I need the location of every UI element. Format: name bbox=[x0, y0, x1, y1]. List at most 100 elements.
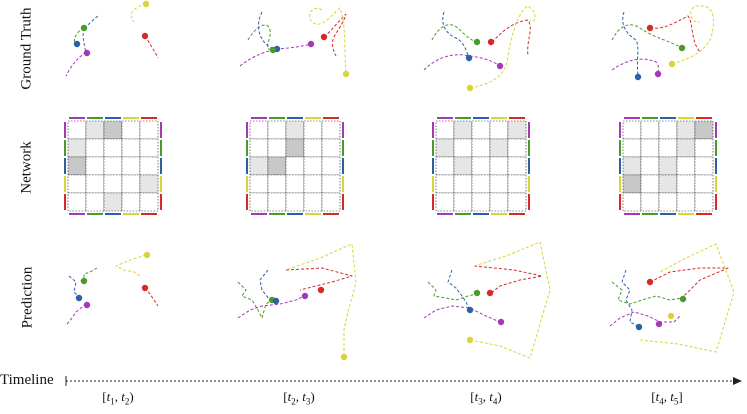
interval-label-3: [t3, t4) bbox=[470, 389, 502, 407]
matrix-cell bbox=[267, 120, 287, 140]
green-trajectory bbox=[611, 24, 683, 49]
matrix-cell bbox=[507, 174, 527, 194]
green-trajectory bbox=[611, 281, 683, 305]
red-trajectory bbox=[649, 267, 729, 297]
purple-trajectory bbox=[609, 311, 681, 327]
matrix-cell bbox=[85, 174, 105, 194]
matrix-cell bbox=[507, 156, 527, 176]
matrix-cell bbox=[103, 120, 123, 140]
matrix-cell bbox=[640, 156, 660, 176]
network-matrix-1 bbox=[64, 117, 162, 215]
matrix-cell bbox=[489, 156, 509, 176]
blue-agent bbox=[272, 297, 280, 305]
purple-agent bbox=[655, 320, 663, 328]
green-trajectory bbox=[237, 281, 273, 319]
red-trajectory bbox=[649, 15, 701, 53]
matrix-cell bbox=[507, 138, 527, 158]
purple-agent bbox=[307, 40, 315, 48]
matrix-cell bbox=[303, 138, 323, 158]
green-agent bbox=[269, 46, 277, 54]
ground-truth-panel-4 bbox=[611, 5, 714, 81]
green-agent bbox=[473, 38, 481, 46]
green-agent bbox=[80, 277, 88, 285]
prediction-panel-4 bbox=[609, 243, 735, 353]
matrix-cell bbox=[121, 120, 141, 140]
network-matrix-2 bbox=[246, 117, 344, 215]
matrix-cell bbox=[103, 156, 123, 176]
matrix-cell bbox=[267, 174, 287, 194]
yellow-trajectory bbox=[130, 3, 147, 23]
matrix-cell bbox=[321, 120, 341, 140]
network-matrix-3 bbox=[432, 117, 530, 215]
matrix-cell bbox=[85, 120, 105, 140]
matrix-cell bbox=[139, 156, 159, 176]
matrix-cell bbox=[249, 138, 269, 158]
matrix-cell bbox=[321, 138, 341, 158]
row-label-ground-truth: Ground Truth bbox=[18, 7, 35, 90]
matrix-cell bbox=[453, 156, 473, 176]
prediction-panel-1 bbox=[66, 251, 159, 325]
yellow-agent bbox=[466, 336, 474, 344]
matrix-cell bbox=[249, 120, 269, 140]
ground-truth-panel-1 bbox=[65, 0, 159, 77]
matrix-cell bbox=[658, 156, 678, 176]
matrix-cell bbox=[471, 156, 491, 176]
purple-trajectory bbox=[66, 303, 87, 325]
matrix-cell bbox=[694, 138, 714, 158]
green-trajectory bbox=[427, 281, 477, 301]
red-agent bbox=[486, 289, 494, 297]
purple-trajectory-tail bbox=[65, 51, 87, 77]
matrix-cell bbox=[249, 192, 269, 212]
matrix-cell bbox=[622, 120, 642, 140]
matrix-cell bbox=[103, 192, 123, 212]
matrix-cell bbox=[694, 120, 714, 140]
blue-agent bbox=[634, 73, 642, 81]
yellow-agent bbox=[466, 84, 474, 92]
matrix-cell bbox=[453, 192, 473, 212]
matrix-cell bbox=[85, 138, 105, 158]
blue-agent bbox=[465, 54, 473, 62]
red-trajectory bbox=[323, 13, 347, 57]
matrix-cell bbox=[139, 192, 159, 212]
matrix-cell bbox=[67, 120, 87, 140]
red-trajectory bbox=[491, 19, 531, 57]
matrix-cell bbox=[139, 174, 159, 194]
yellow-trajectory bbox=[671, 5, 714, 65]
blue-trajectory bbox=[68, 275, 81, 299]
matrix-cell bbox=[85, 192, 105, 212]
yellow-trajectory bbox=[309, 7, 347, 75]
green-trajectory bbox=[247, 24, 273, 51]
yellow-trajectory bbox=[115, 254, 147, 277]
matrix-cell bbox=[471, 174, 491, 194]
matrix-cell bbox=[285, 138, 305, 158]
prediction-panel-2 bbox=[237, 243, 357, 361]
matrix-cell bbox=[507, 192, 527, 212]
yellow-agent bbox=[142, 0, 150, 8]
matrix-cell bbox=[676, 192, 696, 212]
purple-agent bbox=[496, 62, 504, 70]
red-agent bbox=[646, 278, 654, 286]
matrix-cell bbox=[507, 120, 527, 140]
purple-agent bbox=[497, 318, 505, 326]
blue-agent bbox=[635, 323, 643, 331]
timeline-label: Timeline bbox=[0, 372, 54, 388]
matrix-cell bbox=[67, 138, 87, 158]
blue-agent bbox=[75, 294, 83, 302]
blue-trajectory bbox=[447, 269, 471, 311]
matrix-cell bbox=[285, 174, 305, 194]
matrix-cell bbox=[471, 138, 491, 158]
matrix-cell bbox=[67, 156, 87, 176]
matrix-cell bbox=[249, 156, 269, 176]
blue-trajectory bbox=[622, 11, 639, 75]
matrix-cell bbox=[622, 138, 642, 158]
matrix-cell bbox=[121, 192, 141, 212]
matrix-cell bbox=[321, 156, 341, 176]
matrix-cell bbox=[267, 138, 287, 158]
matrix-cell bbox=[471, 192, 491, 212]
matrix-cell bbox=[453, 174, 473, 194]
red-agent bbox=[487, 38, 495, 46]
purple-trajectory bbox=[611, 58, 659, 75]
red-trajectory bbox=[285, 267, 353, 291]
green-agent bbox=[679, 295, 687, 303]
